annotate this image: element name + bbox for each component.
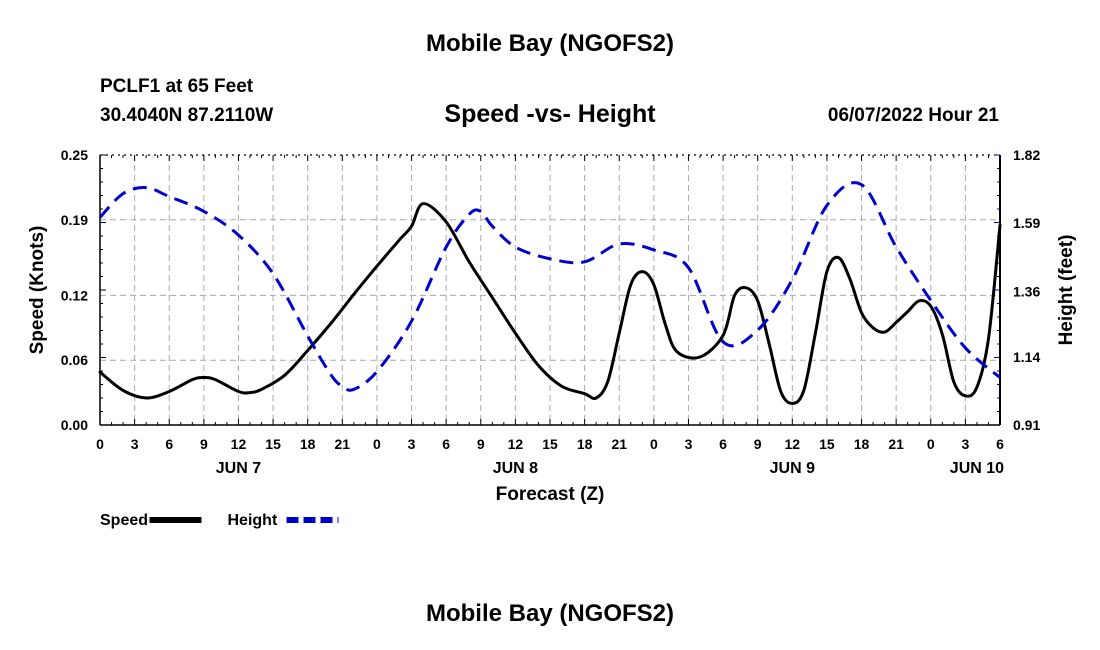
y-tick-label-left: 0.06 bbox=[61, 352, 88, 368]
series-line-speed bbox=[98, 202, 1002, 405]
y-tick-label-left: 0.12 bbox=[61, 287, 88, 303]
y-tick-label-left: 0.19 bbox=[61, 212, 88, 228]
forecast-datetime: 06/07/2022 Hour 21 bbox=[827, 105, 999, 126]
x-tick-label: 6 bbox=[165, 436, 173, 452]
x-tick-label: 18 bbox=[577, 436, 593, 452]
chart-subtitle: Speed -vs- Height bbox=[444, 100, 656, 128]
x-axis-label: Forecast (Z) bbox=[496, 484, 605, 505]
x-tick-label: 3 bbox=[408, 436, 416, 452]
y-tick-label-left: 0.25 bbox=[61, 147, 88, 163]
footer-title: Mobile Bay (NGOFS2) bbox=[425, 600, 675, 627]
date-label: JUN 10 bbox=[950, 460, 1004, 477]
y-tick-label-left: 0.00 bbox=[61, 417, 88, 433]
y-tick-label-right: 1.59 bbox=[1013, 215, 1040, 231]
chart-title: Mobile Bay (NGOFS2) bbox=[425, 30, 675, 57]
x-tick-label: 0 bbox=[96, 436, 104, 452]
x-tick-label: 12 bbox=[508, 436, 524, 452]
x-tick-label: 12 bbox=[231, 436, 247, 452]
x-tick-label: 0 bbox=[650, 436, 658, 452]
y-tick-label-right: 1.82 bbox=[1013, 147, 1040, 163]
x-tick-label: 9 bbox=[200, 436, 208, 452]
x-tick-label: 15 bbox=[819, 436, 835, 452]
x-tick-label: 6 bbox=[719, 436, 727, 452]
date-label: JUN 8 bbox=[493, 460, 538, 477]
y-tick-label-right: 0.91 bbox=[1013, 417, 1040, 433]
x-tick-label: 9 bbox=[754, 436, 762, 452]
station-label: PCLF1 at 65 Feet bbox=[100, 76, 254, 97]
x-tick-label: 15 bbox=[265, 436, 281, 452]
legend-label-height: Height bbox=[228, 512, 278, 529]
x-tick-label: 9 bbox=[477, 436, 485, 452]
y-axis-label-right: Height (feet) bbox=[1056, 235, 1077, 346]
date-label: JUN 7 bbox=[216, 460, 261, 477]
x-tick-label: 15 bbox=[542, 436, 558, 452]
station-coordinates: 30.4040N 87.2110W bbox=[100, 105, 274, 126]
x-tick-label: 18 bbox=[854, 436, 870, 452]
x-tick-label: 6 bbox=[996, 436, 1004, 452]
x-tick-label: 6 bbox=[442, 436, 450, 452]
date-label: JUN 9 bbox=[770, 460, 815, 477]
x-tick-label: 0 bbox=[927, 436, 935, 452]
x-tick-label: 3 bbox=[685, 436, 693, 452]
x-tick-label: 3 bbox=[961, 436, 969, 452]
x-tick-label: 0 bbox=[373, 436, 381, 452]
legend-label-speed: Speed bbox=[100, 512, 148, 529]
y-axis-label-left: Speed (Knots) bbox=[27, 226, 48, 355]
x-tick-label: 18 bbox=[300, 436, 316, 452]
x-tick-label: 3 bbox=[131, 436, 139, 452]
series-line-height bbox=[98, 181, 1001, 392]
x-tick-label: 21 bbox=[335, 436, 351, 452]
x-tick-label: 21 bbox=[888, 436, 904, 452]
y-tick-label-right: 1.36 bbox=[1013, 283, 1040, 299]
x-tick-label: 21 bbox=[611, 436, 627, 452]
y-tick-label-right: 1.14 bbox=[1013, 349, 1040, 365]
x-tick-label: 12 bbox=[785, 436, 801, 452]
